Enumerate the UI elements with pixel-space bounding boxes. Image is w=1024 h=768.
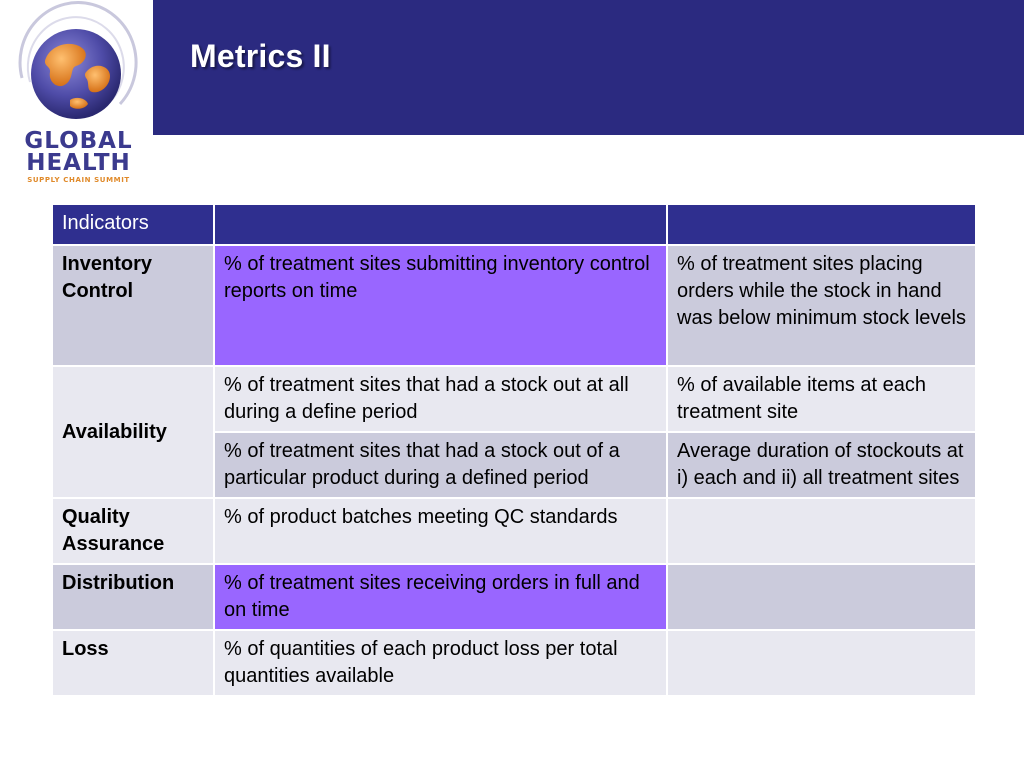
category-loss: Loss <box>53 631 213 695</box>
table-header-row: Indicators <box>53 205 975 244</box>
category-availability: Availability <box>53 367 213 497</box>
cell-inventory-col3: % of treatment sites placing orders whil… <box>668 246 975 365</box>
cell-distribution-col3 <box>668 565 975 629</box>
cell-availability-2-col3: Average duration of stockouts at i) each… <box>668 433 975 497</box>
table-row-loss: Loss % of quantities of each product los… <box>53 631 975 695</box>
table-row-availability-2: % of treatment sites that had a stock ou… <box>53 433 975 497</box>
category-inventory-control: Inventory Control <box>53 246 213 365</box>
category-quality-assurance: Quality Assurance <box>53 499 213 563</box>
logo-text-summit: SUPPLY CHAIN SUMMIT <box>27 176 130 184</box>
cell-inventory-col2: % of treatment sites submitting inventor… <box>215 246 666 365</box>
cell-availability-2-col2: % of treatment sites that had a stock ou… <box>215 433 666 497</box>
cell-loss-col2: % of quantities of each product loss per… <box>215 631 666 695</box>
global-health-logo: GLOBAL HEALTH SUPPLY CHAIN SUMMIT <box>0 0 153 200</box>
header-col2 <box>215 205 666 244</box>
table-row-availability-1: Availability % of treatment sites that h… <box>53 367 975 497</box>
cell-loss-col3 <box>668 631 975 695</box>
globe-icon <box>18 1 138 119</box>
cell-distribution-col2: % of treatment sites receiving orders in… <box>215 565 666 629</box>
table-row-quality-assurance: Quality Assurance % of product batches m… <box>53 499 975 563</box>
slide-title: Metrics II <box>190 38 331 74</box>
cell-quality-col2: % of product batches meeting QC standard… <box>215 499 666 563</box>
metrics-table: Indicators Inventory Control % of treatm… <box>51 203 977 697</box>
header-col3 <box>668 205 975 244</box>
logo-text-global: GLOBAL <box>24 128 133 154</box>
header-indicators: Indicators <box>53 205 213 244</box>
cell-availability-1-col2: % of treatment sites that had a stock ou… <box>215 367 666 431</box>
table-row-inventory-control: Inventory Control % of treatment sites s… <box>53 246 975 365</box>
cell-quality-col3 <box>668 499 975 563</box>
cell-availability-1-col3: % of available items at each treatment s… <box>668 367 975 431</box>
category-distribution: Distribution <box>53 565 213 629</box>
table-row-distribution: Distribution % of treatment sites receiv… <box>53 565 975 629</box>
header-band <box>153 0 1024 135</box>
logo-text-health: HEALTH <box>26 150 131 176</box>
